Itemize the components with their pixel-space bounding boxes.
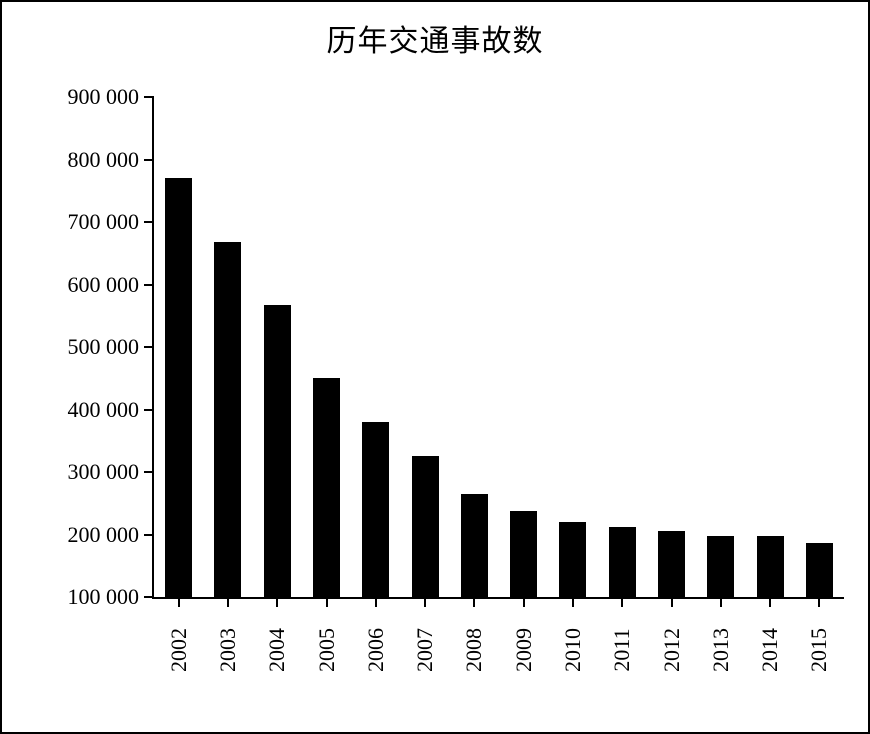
y-tick-label: 500 000 [24,334,139,360]
x-tick [473,597,475,607]
x-tick-label: 2009 [511,610,537,690]
bar [757,536,784,597]
y-tick [144,471,154,473]
bar [559,522,586,597]
bar [510,511,537,597]
x-tick-label: 2007 [412,610,438,690]
x-tick-label: 2004 [264,610,290,690]
x-tick [375,597,377,607]
chart-title: 历年交通事故数 [2,16,868,60]
x-tick [769,597,771,607]
bar [362,422,389,597]
x-tick [621,597,623,607]
bar [412,456,439,597]
x-tick-label: 2012 [659,610,685,690]
bar [806,543,833,597]
x-tick-label: 2005 [314,610,340,690]
x-tick-label: 2014 [757,610,783,690]
y-tick-label: 700 000 [24,209,139,235]
chart-frame: 历年交通事故数 100 000200 000300 000400 000500 … [0,0,870,734]
bar [165,178,192,597]
bar [609,527,636,597]
x-tick-label: 2006 [363,610,389,690]
x-tick [227,597,229,607]
bar [313,378,340,597]
x-tick-label: 2015 [806,610,832,690]
x-tick [671,597,673,607]
bar [707,536,734,597]
y-tick-label: 800 000 [24,147,139,173]
x-tick-label: 2010 [560,610,586,690]
x-tick [523,597,525,607]
x-tick-label: 2003 [215,610,241,690]
y-tick-label: 200 000 [24,522,139,548]
bar [461,494,488,597]
x-tick [276,597,278,607]
x-tick [572,597,574,607]
y-tick [144,409,154,411]
bar [264,305,291,598]
y-tick [144,284,154,286]
x-tick [720,597,722,607]
y-tick [144,96,154,98]
y-tick [144,159,154,161]
plot-area: 100 000200 000300 000400 000500 000600 0… [152,97,844,599]
bar [658,531,685,597]
bar [214,242,241,597]
y-tick [144,346,154,348]
y-tick-label: 400 000 [24,397,139,423]
x-tick [178,597,180,607]
x-tick [818,597,820,607]
x-tick-label: 2008 [461,610,487,690]
y-tick [144,221,154,223]
x-tick-label: 2013 [708,610,734,690]
y-tick-label: 900 000 [24,84,139,110]
x-tick [326,597,328,607]
x-tick [424,597,426,607]
y-tick [144,534,154,536]
y-tick-label: 300 000 [24,459,139,485]
y-tick-label: 600 000 [24,272,139,298]
y-tick-label: 100 000 [24,584,139,610]
x-tick-label: 2002 [166,610,192,690]
x-tick-label: 2011 [609,610,635,690]
y-tick [144,596,154,598]
